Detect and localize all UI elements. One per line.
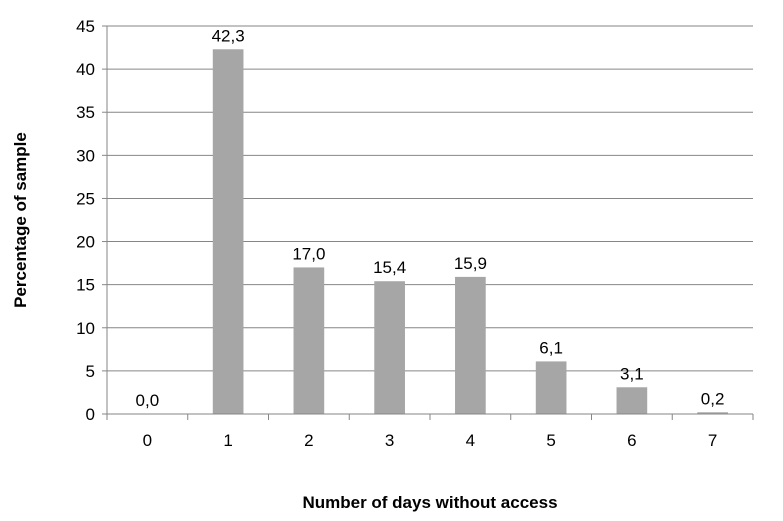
y-tick-label: 20 — [76, 233, 95, 252]
bar-2 — [293, 267, 325, 414]
data-labels: 0,0 42,3 17,0 15,4 15,9 6,1 3,1 0,2 — [136, 26, 725, 410]
y-tick-label: 5 — [86, 362, 95, 381]
x-tick-label-1: 1 — [223, 431, 232, 450]
bar-5 — [535, 361, 567, 414]
x-tick-label-7: 7 — [708, 431, 717, 450]
x-tick-label-6: 6 — [627, 431, 636, 450]
data-label-6: 3,1 — [620, 364, 644, 383]
y-tick-label: 25 — [76, 189, 95, 208]
y-tick-label: 35 — [76, 103, 95, 122]
y-tick-label: 0 — [86, 405, 95, 424]
y-tick-labels: 0 5 10 15 20 25 30 35 40 45 — [76, 17, 95, 424]
x-tick-label-3: 3 — [385, 431, 394, 450]
y-tick-label: 45 — [76, 17, 95, 36]
y-tick-label: 30 — [76, 146, 95, 165]
y-tick-label: 10 — [76, 319, 95, 338]
y-tick-label: 40 — [76, 60, 95, 79]
bar-7 — [697, 412, 728, 414]
data-label-5: 6,1 — [539, 338, 563, 357]
data-label-2: 17,0 — [292, 244, 325, 263]
data-label-3: 15,4 — [373, 258, 406, 277]
bar-1 — [212, 49, 244, 414]
x-tick-label-5: 5 — [546, 431, 555, 450]
x-tick-label-4: 4 — [466, 431, 475, 450]
bar-6 — [616, 387, 648, 414]
data-label-7: 0,2 — [701, 389, 725, 408]
bar-4 — [455, 276, 486, 414]
data-label-0: 0,0 — [136, 391, 160, 410]
y-tick-label: 15 — [76, 276, 95, 295]
x-tick-label-2: 2 — [304, 431, 313, 450]
bar-3 — [374, 281, 405, 414]
axes — [102, 25, 754, 420]
bars — [212, 49, 728, 414]
data-label-1: 42,3 — [212, 26, 245, 45]
gridlines — [107, 25, 753, 372]
data-label-4: 15,9 — [454, 254, 487, 273]
x-tick-label-0: 0 — [143, 431, 152, 450]
x-axis-title: Number of days without access — [302, 493, 557, 512]
x-tick-labels: 0 1 2 3 4 5 6 7 — [143, 431, 718, 450]
y-axis-title: Percentage of sample — [11, 132, 30, 308]
